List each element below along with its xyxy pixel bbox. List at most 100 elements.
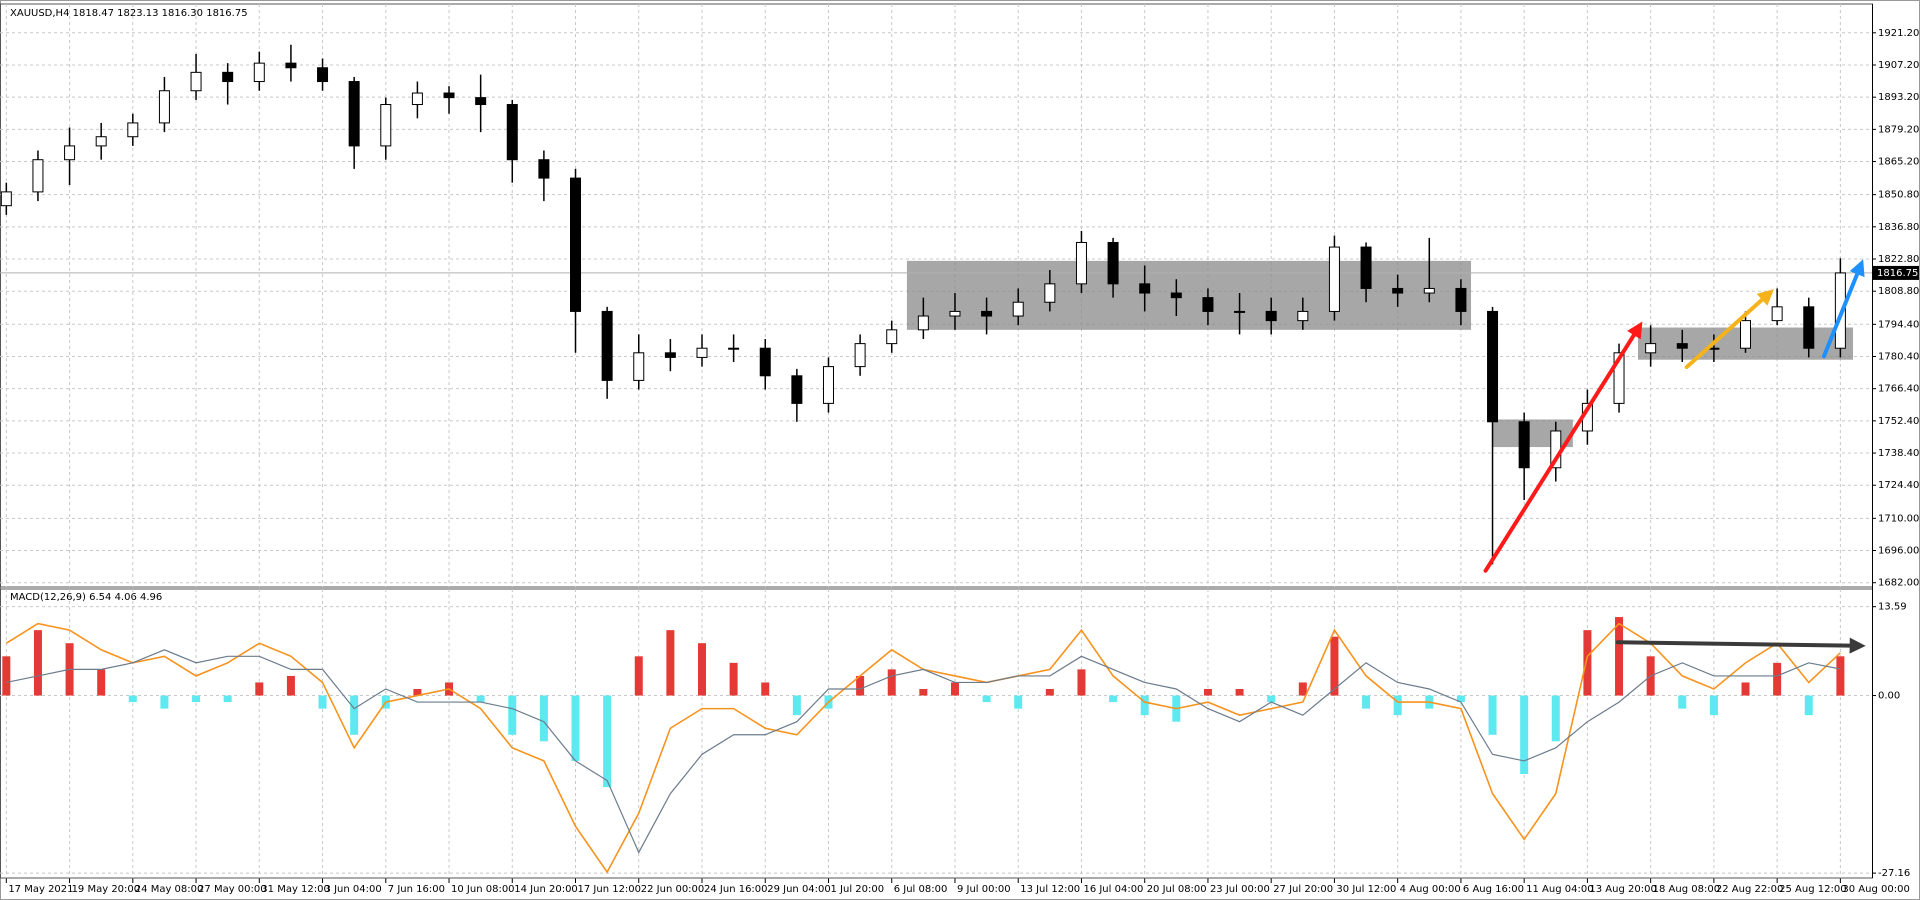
candle-body (1518, 421, 1530, 469)
x-tick-label: 20 Jul 08:00 (1147, 884, 1207, 895)
x-tick-label: 25 Aug 12:00 (1779, 884, 1846, 895)
candle-body (1423, 287, 1435, 294)
arrow-line (1483, 333, 1636, 573)
candle-body (158, 90, 170, 124)
candle-body (1487, 310, 1499, 423)
histogram-bar (982, 695, 991, 703)
arrow-head (1756, 289, 1774, 306)
candle-body (95, 136, 107, 147)
candle-body (1803, 306, 1815, 349)
candle-body (1360, 246, 1372, 289)
histogram-bar (603, 695, 612, 788)
x-tick-label: 30 Aug 00:00 (1842, 884, 1909, 895)
x-tick-label: 31 May 12:00 (261, 884, 330, 895)
histogram-bar (1362, 695, 1371, 709)
candle-body (664, 352, 676, 358)
histogram-bar (223, 695, 232, 703)
candle-body (1139, 283, 1151, 294)
y-tick-label: 1893.20 (1878, 92, 1919, 103)
histogram-bar (539, 695, 548, 742)
candle-body (0, 191, 12, 207)
x-tick-label: 16 Jul 04:00 (1083, 884, 1143, 895)
indicator-line (6, 649, 1841, 854)
y-tick-label: 1724.40 (1878, 480, 1919, 491)
y-tick-label: 1921.20 (1878, 28, 1919, 39)
x-tick-label: 24 Jun 16:00 (704, 884, 768, 895)
histogram-bar (1804, 695, 1813, 716)
candle-body (917, 315, 929, 331)
histogram-bar (128, 695, 137, 703)
histogram-bar (1615, 617, 1624, 696)
candle-body (1170, 292, 1182, 299)
histogram-bar (1298, 682, 1307, 696)
y-tick-label: 1752.40 (1878, 416, 1919, 427)
x-tick-label: 18 Aug 08:00 (1653, 884, 1720, 895)
candle-body (822, 366, 834, 404)
histogram-bar (1678, 695, 1687, 709)
candle-body (253, 62, 265, 83)
histogram-bar (1456, 695, 1465, 703)
candle-body (1012, 301, 1024, 317)
histogram-bar (350, 695, 359, 735)
y-tick-label: 1682.00 (1878, 578, 1919, 589)
histogram-bar (508, 695, 517, 735)
histogram-bar (1109, 695, 1118, 703)
x-tick-label: 1 Jul 20:00 (830, 884, 884, 895)
pane (0, 4, 1872, 587)
histogram-bar (666, 630, 675, 696)
histogram-bar (1773, 662, 1782, 696)
candle-body (1107, 241, 1119, 285)
y-tick-label: 1710.00 (1878, 513, 1919, 524)
histogram-bar (634, 656, 643, 696)
histogram-bar (192, 695, 201, 703)
arrow-line (1821, 272, 1860, 359)
y-tick-label: 1738.40 (1878, 448, 1919, 459)
histogram-bar (476, 695, 485, 703)
candle-body (348, 81, 360, 147)
candle-body (1297, 310, 1309, 322)
candle-body (443, 92, 455, 99)
candle-body (728, 347, 740, 350)
last-price-label: 1816.75 (1877, 268, 1918, 279)
y-tick-label: 1850.80 (1878, 190, 1919, 201)
y-tick-label: 1865.20 (1878, 157, 1919, 168)
candle-body (1645, 343, 1657, 354)
arrow-line (1684, 297, 1765, 370)
x-tick-label: 27 May 00:00 (198, 884, 267, 895)
x-tick-label: 14 Jun 20:00 (514, 884, 578, 895)
histogram-bar (1045, 689, 1054, 696)
y-tick-label: 1836.80 (1878, 222, 1919, 233)
candle-body (1265, 310, 1277, 322)
candle-body (1455, 287, 1467, 312)
candle-body (759, 347, 771, 377)
x-tick-label: 23 Jul 00:00 (1210, 884, 1270, 895)
arrow-head (1849, 637, 1866, 654)
last-price-box (1873, 265, 1919, 280)
x-tick-label: 24 May 08:00 (135, 884, 204, 895)
x-tick-label: 13 Aug 20:00 (1589, 884, 1656, 895)
histogram-bar (856, 675, 865, 696)
candle-body (696, 347, 708, 358)
candle-body (886, 329, 898, 345)
x-tick-label: 11 Aug 04:00 (1526, 884, 1593, 895)
x-tick-label: 9 Jul 00:00 (957, 884, 1011, 895)
candle-body (1676, 343, 1688, 349)
candle-body (1740, 320, 1752, 349)
candle-body (601, 310, 613, 381)
histogram-bar (1140, 695, 1149, 716)
histogram-bar (729, 662, 738, 696)
candle-body (570, 177, 582, 312)
x-tick-label: 7 Jun 16:00 (388, 884, 445, 895)
candle-body (538, 159, 550, 179)
candle-body (475, 97, 487, 106)
y-tick-label: 1879.20 (1878, 124, 1919, 135)
candle-body (127, 122, 139, 138)
candle-body (222, 71, 234, 83)
y-tick-label: 1794.40 (1878, 319, 1919, 330)
candle-body (1044, 283, 1056, 303)
histogram-bar (887, 669, 896, 696)
chart-title: XAUUSD,H4 1818.47 1823.13 1816.30 1816.7… (10, 8, 248, 19)
candle-body (791, 375, 803, 404)
candle-body (1613, 352, 1625, 404)
